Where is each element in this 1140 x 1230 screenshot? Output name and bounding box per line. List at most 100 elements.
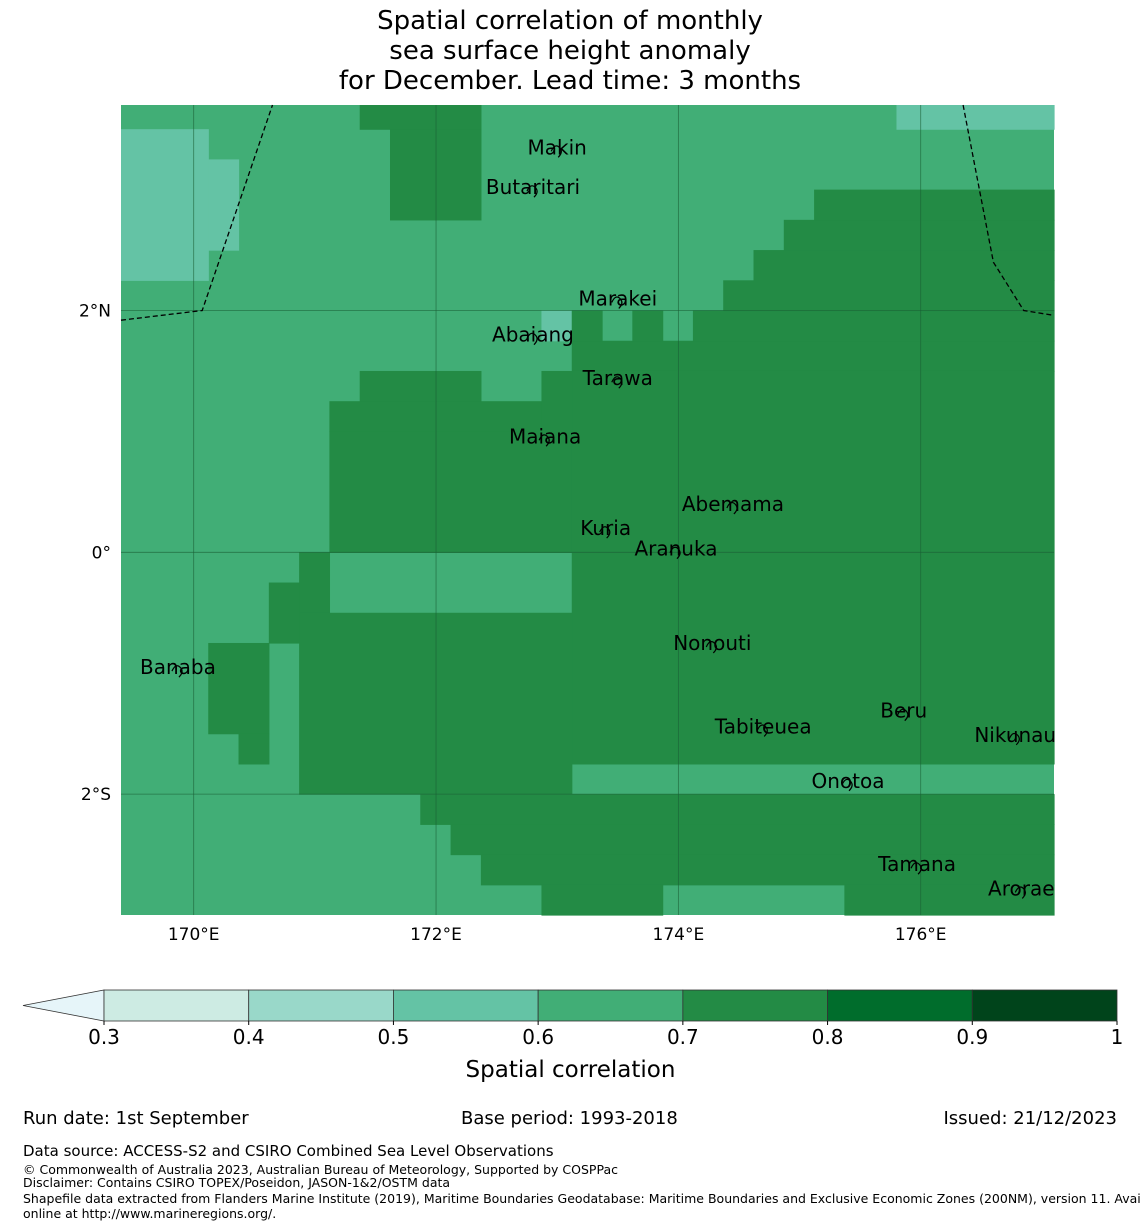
shapefile-credit-2: online at http://www.marineregions.org/.	[23, 1206, 277, 1221]
x-tick-label: 172°E	[410, 925, 462, 945]
island-outline	[171, 665, 183, 678]
colorbar-tick-label: 1	[1111, 1025, 1124, 1049]
island-label: Nikunau	[974, 723, 1056, 747]
island-label: Butaritari	[486, 175, 580, 199]
title-line-1: Spatial correlation of monthly	[377, 6, 763, 36]
island-label: Tamana	[877, 852, 956, 876]
correlation-region	[723, 280, 1055, 312]
chart-title: Spatial correlation of monthly sea surfa…	[0, 6, 1140, 96]
island-outline	[1014, 886, 1027, 899]
correlation-region	[121, 129, 209, 281]
copyright: © Commonwealth of Australia 2023, Austra…	[23, 1162, 618, 1177]
colorbar-tick-label: 0.6	[522, 1025, 554, 1049]
island-label: Tabiteuea	[714, 714, 812, 738]
correlation-region	[329, 431, 573, 553]
island-label: Abaiang	[492, 323, 574, 347]
island-label: Makin	[528, 135, 587, 159]
island-outline	[1008, 732, 1020, 746]
base-period: Base period: 1993-2018	[461, 1108, 678, 1129]
island-label: Beru	[880, 699, 927, 723]
correlation-region	[208, 642, 270, 735]
correlation-region	[268, 582, 300, 644]
correlation-region	[238, 733, 270, 765]
x-tick-label: 170°E	[168, 925, 220, 945]
island-outline	[550, 145, 562, 158]
island-outline	[526, 185, 538, 198]
correlation-region	[299, 552, 331, 614]
colorbar-tick-label: 0.3	[88, 1025, 120, 1049]
island-label: Aranuka	[634, 537, 717, 561]
colorbar-tick-label: 0.4	[233, 1025, 265, 1049]
island-outline	[726, 501, 738, 515]
y-tick-label: 0°	[92, 543, 111, 563]
title-line-2: sea surface height anomaly	[389, 36, 751, 66]
colorbar-extend-arrow	[22, 989, 105, 1022]
colorbar-tick-label: 0.5	[378, 1025, 410, 1049]
colorbar-swatch	[393, 989, 539, 1022]
correlation-region	[359, 370, 482, 402]
island-label: Maiana	[509, 424, 581, 448]
correlation-region	[541, 370, 573, 433]
shapefile-credit-1: Shapefile data extracted from Flanders M…	[23, 1191, 1140, 1206]
island-label: Kuria	[580, 516, 631, 540]
correlation-region	[896, 105, 1055, 130]
island-outline	[756, 724, 768, 737]
y-tick-label: 2°S	[81, 785, 111, 805]
correlation-region	[541, 884, 664, 916]
eez-boundary-line	[962, 104, 1055, 317]
colorbar-swatch	[248, 989, 394, 1022]
island-label: Tarawa	[582, 366, 653, 390]
island-outline	[611, 296, 623, 309]
island-outline	[705, 640, 718, 654]
colorbar: 0.3 0.4 0.5 0.6 0.7 0.8 0.9 1 Spatial correlatio…	[22, 989, 1124, 1083]
island-outline	[599, 526, 611, 539]
colorbar-swatch	[682, 989, 828, 1022]
correlation-grid	[121, 105, 1055, 916]
correlation-region	[571, 310, 603, 342]
title-line-3: for December. Lead time: 3 months	[338, 66, 802, 96]
island-outline	[526, 332, 538, 346]
island-label: Banaba	[140, 655, 216, 679]
disclaimer: Disclaimer: Contains CSIRO TOPEX/Poseido…	[23, 1175, 451, 1190]
island-label: Arorae	[988, 876, 1054, 900]
run-date: Run date: 1st September	[23, 1108, 249, 1129]
colorbar-tick-label: 0.9	[956, 1025, 988, 1049]
x-tick-label: 176°E	[895, 925, 947, 945]
island-outline	[611, 376, 623, 389]
graticule	[121, 105, 1054, 915]
correlation-region	[783, 219, 1055, 251]
correlation-region	[208, 159, 240, 251]
island-label: Onotoa	[812, 769, 885, 793]
island-outline	[910, 862, 922, 875]
correlation-region	[359, 105, 482, 130]
axis-ticks: 170°E 172°E 174°E 176°E 2°N 0° 2°S	[79, 302, 947, 945]
colorbar-tick-label: 0.8	[812, 1025, 844, 1049]
issued-date: Issued: 21/12/2023	[943, 1108, 1117, 1129]
data-source: Data source: ACCESS-S2 and CSIRO Combine…	[23, 1142, 554, 1160]
colorbar-swatch	[103, 989, 250, 1022]
correlation-region	[632, 310, 664, 342]
island-label: Nonouti	[673, 631, 751, 655]
maritime-boundaries	[120, 104, 1055, 321]
colorbar-swatch	[537, 989, 684, 1022]
correlation-region	[844, 884, 1055, 916]
island-label: Marakei	[578, 286, 657, 310]
correlation-region	[450, 824, 1055, 856]
correlation-region	[814, 189, 1055, 221]
eez-boundary-line	[120, 104, 274, 321]
colorbar-tick-label: 0.7	[667, 1025, 699, 1049]
island-label: Abemama	[682, 492, 784, 516]
colorbar-swatch	[827, 989, 973, 1022]
correlation-region	[571, 340, 1055, 372]
island-outline	[841, 778, 853, 792]
correlation-region	[420, 794, 1055, 825]
island-outline	[538, 434, 550, 447]
correlation-region	[753, 250, 1055, 281]
correlation-region	[571, 370, 1055, 765]
correlation-region	[480, 854, 1055, 886]
y-tick-label: 2°N	[79, 302, 111, 322]
island-outline	[897, 708, 909, 722]
x-tick-label: 174°E	[653, 925, 705, 945]
